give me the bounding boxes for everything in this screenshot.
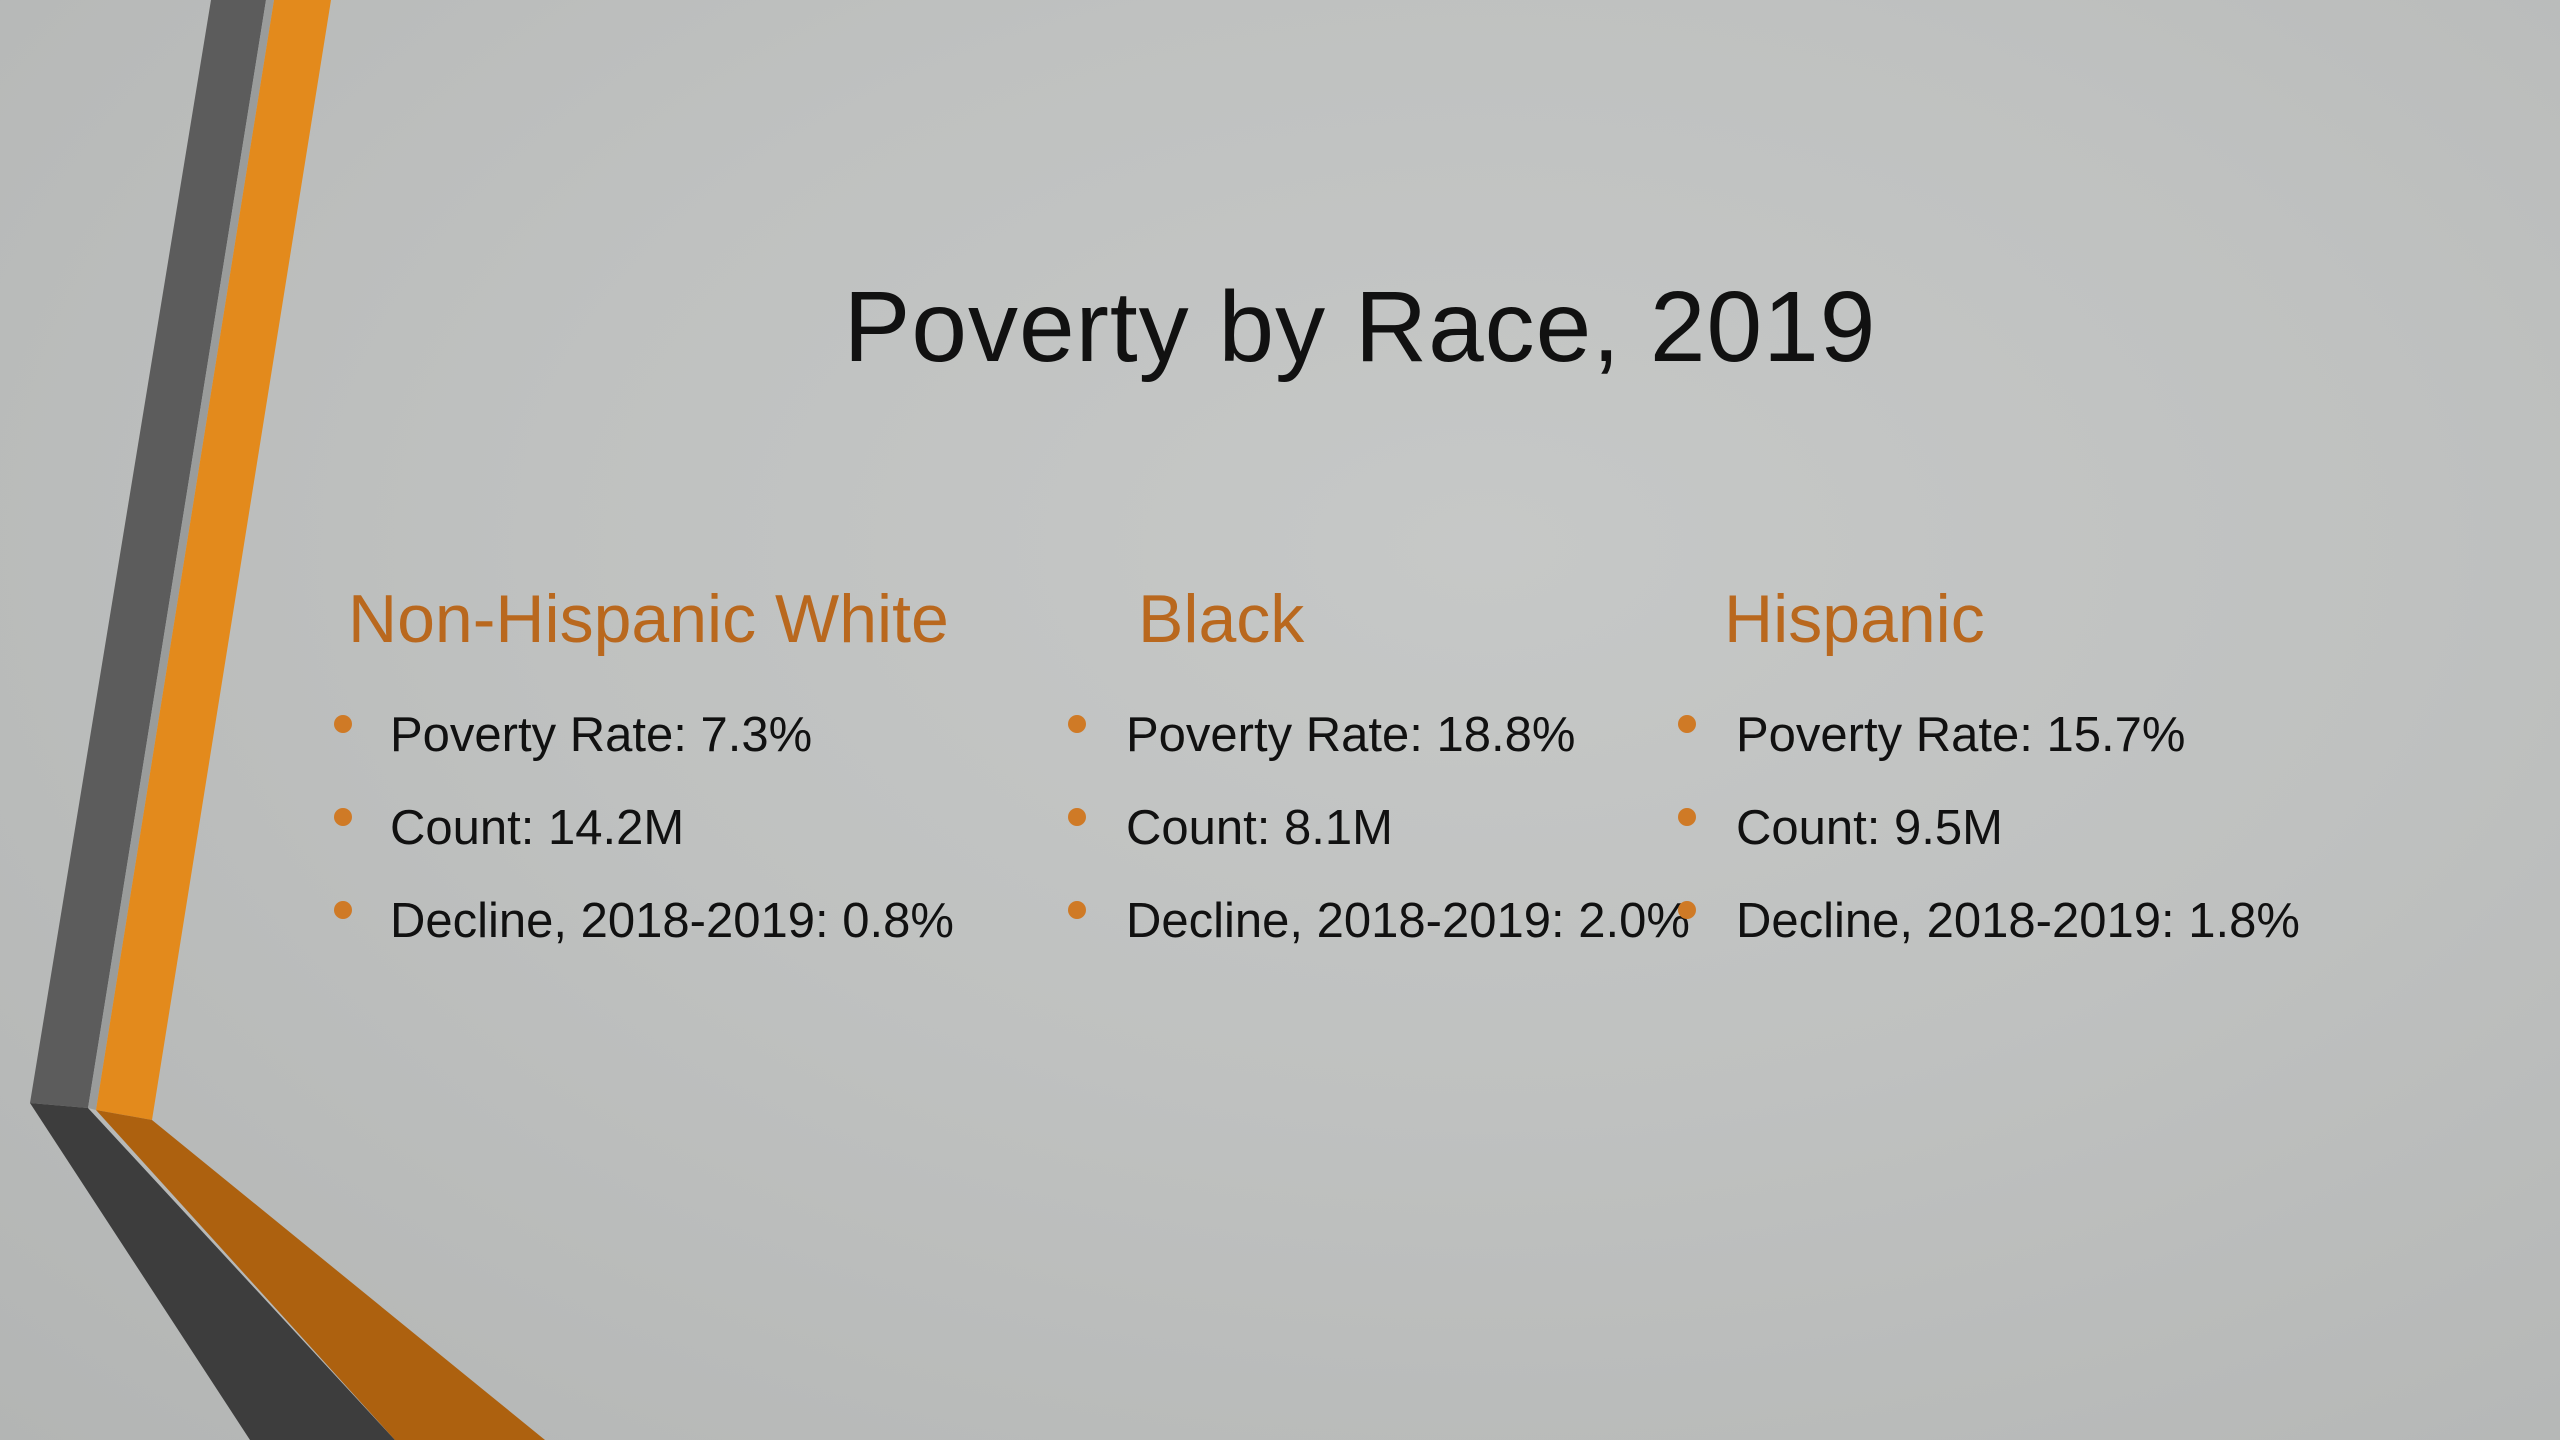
- bullet-text: Count: 8.1M: [1126, 801, 1393, 855]
- gray-diagonal: [30, 1103, 395, 1440]
- bullet-item: Poverty Rate: 7.3%: [334, 708, 1088, 804]
- bullet-dot-icon: [1678, 901, 1696, 919]
- bullet-text: Poverty Rate: 7.3%: [390, 708, 813, 762]
- column-heading: Black: [1138, 581, 1305, 657]
- bullet-list: Poverty Rate: 18.8% Count: 8.1M Decline,…: [1068, 708, 1738, 990]
- bullet-item: Poverty Rate: 15.7%: [1678, 708, 2444, 804]
- column-heading: Non-Hispanic White: [348, 581, 949, 657]
- bullet-text: Decline, 2018-2019: 2.0%: [1126, 894, 1690, 948]
- bullet-dot-icon: [1068, 808, 1086, 826]
- bullet-item: Count: 8.1M: [1068, 801, 1738, 897]
- bullet-item: Poverty Rate: 18.8%: [1068, 708, 1738, 804]
- bullet-item: Decline, 2018-2019: 1.8%: [1678, 894, 2444, 990]
- orange-stripe: [96, 0, 331, 1120]
- bullet-dot-icon: [1678, 808, 1696, 826]
- bullet-dot-icon: [1678, 715, 1696, 733]
- slide-title: Poverty by Race, 2019: [843, 271, 1877, 383]
- bullet-text: Poverty Rate: 18.8%: [1126, 708, 1576, 762]
- bullet-item: Count: 14.2M: [334, 801, 1088, 897]
- bullet-dot-icon: [334, 808, 352, 826]
- orange-diagonal: [96, 1110, 545, 1440]
- bullet-item: Decline, 2018-2019: 2.0%: [1068, 894, 1738, 990]
- stripe-gap: [88, 0, 274, 1110]
- bullet-list: Poverty Rate: 7.3% Count: 14.2M Decline,…: [334, 708, 1088, 990]
- bullet-dot-icon: [334, 901, 352, 919]
- bullet-text: Decline, 2018-2019: 1.8%: [1736, 894, 2300, 948]
- bullet-text: Decline, 2018-2019: 0.8%: [390, 894, 954, 948]
- bullet-text: Count: 9.5M: [1736, 801, 2003, 855]
- bullet-text: Poverty Rate: 15.7%: [1736, 708, 2186, 762]
- bullet-dot-icon: [334, 715, 352, 733]
- bullet-dot-icon: [1068, 715, 1086, 733]
- column-black: Black Poverty Rate: 18.8% Count: 8.1M De…: [1068, 581, 1738, 990]
- column-heading: Hispanic: [1724, 581, 1985, 657]
- bullet-text: Count: 14.2M: [390, 801, 685, 855]
- bullet-dot-icon: [1068, 901, 1086, 919]
- bullet-list: Poverty Rate: 15.7% Count: 9.5M Decline,…: [1678, 708, 2444, 990]
- gray-stripe: [30, 0, 266, 1108]
- bullet-item: Decline, 2018-2019: 0.8%: [334, 894, 1088, 990]
- column-non-hispanic-white: Non-Hispanic White Poverty Rate: 7.3% Co…: [334, 581, 1088, 990]
- column-hispanic: Hispanic Poverty Rate: 15.7% Count: 9.5M…: [1678, 581, 2444, 990]
- bullet-item: Count: 9.5M: [1678, 801, 2444, 897]
